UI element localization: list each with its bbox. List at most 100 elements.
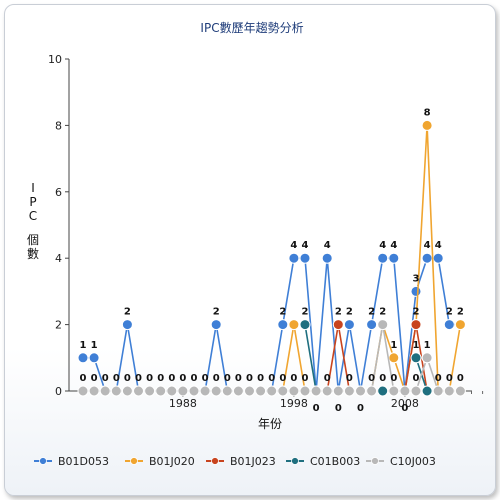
data-label: 2 bbox=[279, 307, 286, 318]
data-label: 1 bbox=[413, 340, 420, 351]
data-point bbox=[288, 252, 300, 264]
data-point bbox=[432, 385, 444, 397]
data-label: 0 bbox=[390, 373, 397, 384]
data-point bbox=[88, 385, 100, 397]
y-tick-label: 4 bbox=[55, 252, 62, 265]
y-axis-label-char: C bbox=[29, 209, 37, 223]
y-axis-label-char: 數 bbox=[27, 247, 39, 261]
data-label: 0 bbox=[257, 373, 264, 384]
data-point bbox=[244, 385, 255, 397]
data-label: 0 bbox=[379, 373, 386, 384]
legend-marker bbox=[371, 457, 379, 465]
legend-marker bbox=[211, 457, 219, 465]
data-point bbox=[454, 319, 466, 331]
data-label: 0 bbox=[279, 373, 286, 384]
legend-marker bbox=[291, 457, 299, 465]
data-label: 2 bbox=[302, 307, 309, 318]
y-tick-label: 10 bbox=[48, 53, 62, 66]
x-tick-label: 1988 bbox=[169, 397, 197, 410]
data-point bbox=[77, 352, 89, 364]
x-axis-label: 年份 bbox=[258, 417, 282, 431]
data-point bbox=[88, 352, 100, 364]
legend-entry-B01J023: B01J023 bbox=[230, 455, 276, 468]
data-label: 0 bbox=[346, 373, 353, 384]
data-label: 2 bbox=[335, 307, 342, 318]
data-label: 4 bbox=[435, 240, 442, 251]
legend-entry-C01B003: C01B003 bbox=[310, 455, 360, 468]
data-label: 8 bbox=[424, 107, 431, 118]
y-tick-label: 0 bbox=[55, 385, 62, 398]
data-point bbox=[377, 385, 389, 397]
data-label: 4 bbox=[424, 240, 431, 251]
data-label: 0 bbox=[246, 373, 253, 384]
series-C10J003 bbox=[77, 319, 466, 397]
data-label: 4 bbox=[302, 240, 309, 251]
data-label: 0 bbox=[401, 403, 408, 414]
data-point bbox=[399, 385, 411, 397]
data-point bbox=[332, 385, 344, 397]
legend-entry-C10J003: C10J003 bbox=[390, 455, 436, 468]
legend: B01D053 B01J020 B01J023 C01B003 C10J003 bbox=[34, 455, 436, 468]
data-label: 0 bbox=[235, 373, 242, 384]
legend-marker bbox=[130, 457, 138, 465]
series-line bbox=[326, 324, 428, 392]
data-point bbox=[310, 385, 322, 397]
data-point bbox=[432, 252, 444, 264]
data-label: 0 bbox=[113, 373, 120, 384]
data-label: 0 bbox=[168, 373, 175, 384]
data-point bbox=[366, 319, 378, 331]
data-point bbox=[321, 252, 333, 264]
data-point bbox=[299, 319, 311, 331]
data-label: 1 bbox=[80, 340, 87, 351]
data-label: 2 bbox=[346, 307, 353, 318]
x-tick-label: 2008 bbox=[391, 397, 419, 410]
data-point bbox=[255, 385, 267, 397]
data-label: 3 bbox=[413, 273, 420, 284]
data-point bbox=[443, 385, 455, 397]
data-point bbox=[288, 385, 300, 397]
data-label: 2 bbox=[457, 307, 464, 318]
data-label: 0 bbox=[324, 373, 331, 384]
data-label: 0 bbox=[268, 373, 275, 384]
data-label: 1 bbox=[390, 340, 397, 351]
data-label: 0 bbox=[191, 373, 198, 384]
data-point bbox=[121, 385, 133, 397]
data-point bbox=[299, 252, 311, 264]
data-point bbox=[410, 385, 422, 397]
data-label: 0 bbox=[413, 373, 420, 384]
legend-marker bbox=[39, 457, 47, 465]
data-label: 0 bbox=[357, 403, 364, 414]
data-label: 1 bbox=[91, 340, 98, 351]
y-axis-label-char: 個 bbox=[27, 233, 39, 247]
data-label: 4 bbox=[379, 240, 386, 251]
data-point bbox=[388, 252, 400, 264]
chart-title: IPC數歷年趨勢分析 bbox=[200, 20, 303, 35]
data-point bbox=[421, 252, 433, 264]
data-label: 0 bbox=[157, 373, 164, 384]
data-point bbox=[388, 352, 400, 364]
data-label: 0 bbox=[335, 403, 342, 414]
data-point bbox=[166, 385, 178, 397]
data-point bbox=[210, 319, 222, 331]
data-label: 0 bbox=[313, 403, 320, 414]
data-label: 0 bbox=[302, 373, 309, 384]
data-point bbox=[343, 319, 355, 331]
y-tick-label: 6 bbox=[55, 186, 62, 199]
data-label: 0 bbox=[146, 373, 153, 384]
y-axis-label-char: I bbox=[31, 181, 35, 195]
data-label: 0 bbox=[135, 373, 142, 384]
data-point bbox=[266, 385, 278, 397]
data-point bbox=[99, 385, 111, 397]
data-label: 0 bbox=[102, 373, 109, 384]
data-point bbox=[299, 385, 311, 397]
data-point bbox=[366, 385, 378, 397]
data-point bbox=[388, 385, 400, 397]
data-point bbox=[421, 352, 433, 364]
data-label: 2 bbox=[124, 307, 131, 318]
data-label: 0 bbox=[179, 373, 186, 384]
data-label: 4 bbox=[290, 240, 297, 251]
data-label: 2 bbox=[413, 307, 420, 318]
legend-entry-B01J020: B01J020 bbox=[149, 455, 195, 468]
data-point bbox=[443, 319, 455, 331]
